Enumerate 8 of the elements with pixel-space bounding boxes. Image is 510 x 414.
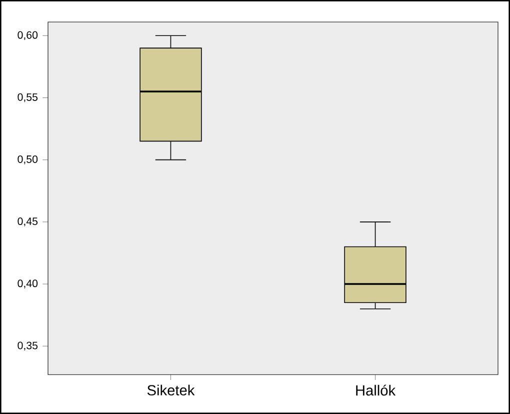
y-tick-label: 0,55: [18, 93, 38, 102]
x-tick-label: Hallók: [356, 384, 396, 396]
y-tick-label: 0,40: [18, 280, 38, 288]
y-tick-label: 0,45: [18, 218, 38, 226]
y-tick-label: 0,50: [18, 155, 38, 164]
y-tick-label: 0,60: [18, 31, 38, 40]
x-tick-label: Siketek: [147, 384, 195, 396]
y-tick-label: 0,35: [18, 342, 38, 350]
